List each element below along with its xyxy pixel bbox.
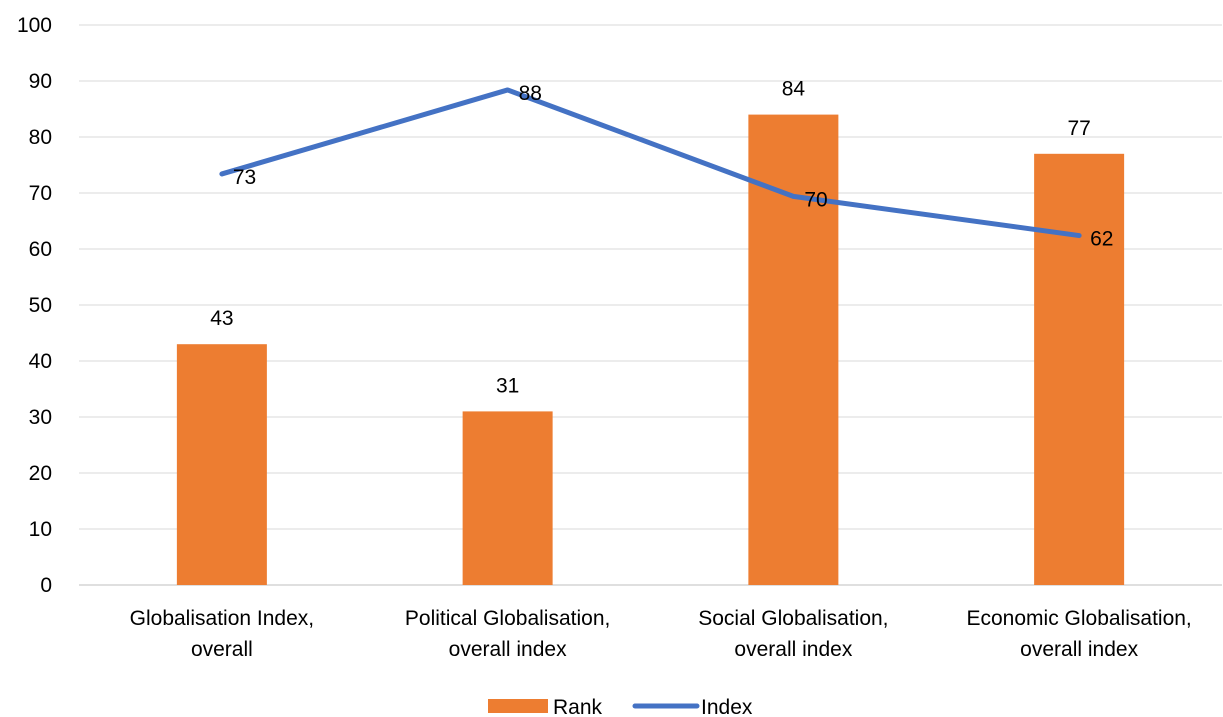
line-index xyxy=(219,87,1082,239)
bar-value-label: 84 xyxy=(782,78,806,101)
line-value-label: 62 xyxy=(1090,228,1113,251)
x-axis: Globalisation Index, overall Political Glo… xyxy=(130,607,1192,661)
line-data-labels: 73 88 70 62 xyxy=(233,82,1114,251)
y-tick-label: 60 xyxy=(29,238,52,261)
y-tick-label: 90 xyxy=(29,70,52,93)
bar-value-label: 31 xyxy=(496,374,519,397)
bar-rank xyxy=(176,344,267,585)
line-series-index xyxy=(219,87,1082,239)
y-tick-label: 40 xyxy=(29,350,52,373)
y-tick-label: 10 xyxy=(29,518,52,541)
legend-label-rank: Rank xyxy=(553,696,603,717)
bar-value-label: 43 xyxy=(210,307,233,330)
y-tick-label: 70 xyxy=(29,182,52,205)
bar-rank xyxy=(462,411,553,585)
y-tick-label: 100 xyxy=(17,14,52,37)
line-value-label: 73 xyxy=(233,166,256,189)
legend-swatch-rank xyxy=(488,699,548,713)
x-category-label: Social Globalisation, overall index xyxy=(698,607,888,661)
bar-rank xyxy=(1034,153,1125,586)
legend[interactable]: Rank Index xyxy=(488,696,753,717)
y-axis: 0 10 20 30 40 50 60 70 80 90 100 xyxy=(17,14,52,597)
x-category-label: Economic Globalisation, overall index xyxy=(966,607,1191,661)
y-tick-label: 20 xyxy=(29,462,52,485)
y-tick-label: 80 xyxy=(29,126,52,149)
y-tick-label: 50 xyxy=(29,294,52,317)
y-tick-label: 0 xyxy=(40,574,52,597)
x-category-label: Globalisation Index, overall xyxy=(130,607,314,661)
bar-rank xyxy=(748,114,839,585)
legend-label-index: Index xyxy=(701,696,753,717)
bar-data-labels: 43 31 84 77 xyxy=(210,78,1091,398)
y-tick-label: 30 xyxy=(29,406,52,429)
x-category-label: Political Globalisation, overall index xyxy=(405,607,610,661)
line-value-label: 88 xyxy=(519,82,542,105)
gridlines xyxy=(79,24,1222,586)
bar-series-rank xyxy=(176,114,1125,586)
bar-value-label: 77 xyxy=(1067,117,1090,140)
line-value-label: 70 xyxy=(804,188,827,211)
